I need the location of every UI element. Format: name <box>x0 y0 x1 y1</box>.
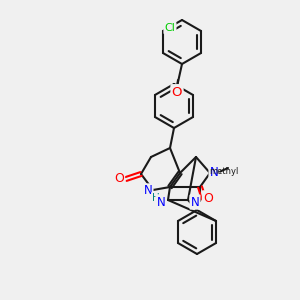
Text: N: N <box>190 196 200 208</box>
Text: O: O <box>203 191 213 205</box>
Text: Cl: Cl <box>164 23 175 33</box>
Text: N: N <box>210 167 218 179</box>
Text: methyl: methyl <box>209 167 239 176</box>
Text: O: O <box>172 85 182 98</box>
Text: O: O <box>114 172 124 184</box>
Text: N: N <box>157 196 165 208</box>
Text: O: O <box>172 85 182 98</box>
Text: H: H <box>152 193 160 203</box>
Text: N: N <box>144 184 152 197</box>
